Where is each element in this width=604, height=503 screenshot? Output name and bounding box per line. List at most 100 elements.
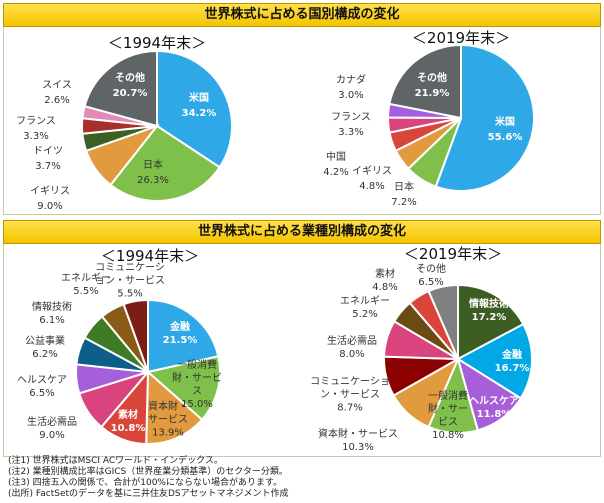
slice-label: 日本 7.2%	[384, 180, 424, 210]
slice-label: フランス 3.3%	[6, 114, 66, 144]
slice-label: 一般消費財・サービス 15.0%	[171, 359, 223, 411]
pie-slice	[388, 43, 462, 120]
slice-label: フランス 3.3%	[321, 110, 381, 140]
note-1: (注1) 世界株式はMSCI ACワールド・インデックス。	[8, 456, 223, 466]
slice-label-value: 13.9%	[152, 427, 184, 439]
slice-label-name: 生活必需品	[27, 417, 77, 428]
slice-label-name: コミュニケーション・サービス	[95, 262, 165, 287]
note-3: (注3) 四捨五入の関係で、合計が100%にならない場合があります。	[8, 478, 283, 488]
slice-label-value: 3.0%	[338, 90, 364, 101]
slice-label-value: 6.5%	[418, 277, 444, 288]
slice-label-value: 2.6%	[44, 95, 70, 106]
slice-label-value: 6.1%	[39, 315, 65, 326]
slice-label-value: 15.0%	[181, 399, 213, 410]
slice-label: ヘルスケア 11.8%	[464, 395, 524, 421]
slice-label-name: その他	[417, 73, 447, 84]
slice-label-name: イギリス	[30, 186, 70, 197]
slice-label: 素材 10.8%	[108, 409, 148, 435]
slice-label: 資本財・サービス 10.3%	[313, 428, 403, 454]
slice-label-name: イギリス	[352, 166, 392, 177]
slice-label-value: 21.9%	[414, 88, 450, 99]
pie-slice	[147, 298, 220, 374]
pie-slice	[109, 124, 222, 202]
slice-label: 一般消費財・サービス 10.8%	[426, 390, 470, 442]
slice-label-value: 7.2%	[391, 197, 417, 208]
footnotes: (注1) 世界株式はMSCI ACワールド・インデックス。 (注2) 業種別構成…	[8, 456, 288, 500]
slice-label-name: 日本	[394, 182, 414, 193]
slice-label: イギリス 4.8%	[347, 164, 397, 194]
slice-label: 日本 26.3%	[128, 158, 178, 188]
slice-label-value: 17.2%	[471, 312, 507, 323]
slice-label-name: ヘルスケア	[17, 375, 67, 386]
slice-label-name: その他	[115, 73, 145, 84]
slice-label: 中国 4.2%	[316, 150, 356, 180]
pie-slice	[145, 369, 204, 445]
pie-title-sector-2019: ＜2019年末＞	[403, 245, 503, 263]
slice-label-name: エネルギー	[340, 296, 390, 307]
pie-slice	[457, 283, 525, 361]
slice-label-value: 4.2%	[323, 167, 349, 178]
slice-label: 金融 16.7%	[487, 349, 537, 375]
slice-label-name: フランス	[331, 112, 371, 123]
slice-label-name: 金融	[170, 322, 190, 333]
slice-label-value: 6.2%	[32, 349, 58, 360]
slice-label: エネルギー 5.2%	[335, 295, 395, 321]
slice-label-name: 中国	[326, 152, 346, 163]
slice-label-value: 3.3%	[23, 131, 49, 142]
slice-label-name: 素材	[118, 410, 138, 421]
slice-label: ヘルスケア 6.5%	[7, 374, 77, 400]
slice-label-value: 9.0%	[37, 201, 63, 212]
slice-label: 米国 34.2%	[174, 91, 224, 121]
slice-label-name: ドイツ	[33, 146, 63, 157]
slice-label-name: ヘルスケア	[469, 396, 519, 407]
slice-label: その他 21.9%	[407, 71, 457, 101]
pie-slice	[83, 49, 158, 128]
slice-label: コミュニケーション・サービス 8.7%	[308, 376, 392, 415]
country-section-title: 世界株式に占める国別構成の変化	[3, 3, 601, 27]
slice-label-value: 10.3%	[342, 442, 374, 453]
slice-label-value: 3.3%	[338, 127, 364, 138]
slice-label: その他 20.7%	[105, 71, 155, 101]
slice-label: 公益事業 6.2%	[15, 335, 75, 361]
slice-label-name: 資本財・サービス	[148, 401, 188, 426]
slice-label: カナダ 3.0%	[326, 73, 376, 103]
slice-label-value: 34.2%	[181, 108, 217, 119]
slice-label-name: 公益事業	[25, 336, 65, 347]
slice-label: 生活必需品 9.0%	[17, 416, 87, 442]
slice-label-value: 4.8%	[372, 282, 398, 293]
note-2: (注2) 業種別構成比率はGICS（世界産業分類基準）のセクター分類。	[8, 467, 288, 477]
slice-label-value: 26.3%	[137, 175, 169, 186]
slice-label-name: 情報技術	[32, 302, 72, 313]
slice-label: エネルギー 5.5%	[56, 272, 116, 298]
slice-label-value: 55.6%	[487, 132, 523, 143]
pie-title-sector-1994: ＜1994年末＞	[100, 247, 200, 265]
slice-label: 素材 4.8%	[365, 268, 405, 294]
slice-label-name: 米国	[495, 117, 515, 128]
slice-label: 金融 21.5%	[155, 321, 205, 347]
slice-label-name: コミュニケーション・サービス	[310, 376, 390, 401]
slice-label: その他 6.5%	[411, 263, 451, 289]
slice-label-name: その他	[416, 264, 446, 275]
slice-label-value: 5.2%	[352, 309, 378, 320]
slice-label-value: 20.7%	[112, 88, 148, 99]
slice-label: 資本財・サービス 13.9%	[144, 401, 192, 440]
slice-label-name: フランス	[16, 116, 56, 127]
slice-label: イギリス 9.0%	[20, 184, 80, 214]
slice-label-value: 4.8%	[359, 181, 385, 192]
slice-label-value: 9.0%	[39, 430, 65, 441]
slice-label-value: 8.7%	[337, 402, 363, 414]
note-source: (出所) FactSetのデータを基に三井住友DSアセットマネジメント作成	[8, 489, 289, 499]
slice-label-name: 一般消費財・サービス	[428, 391, 468, 428]
slice-label: スイス 2.6%	[32, 78, 82, 108]
slice-label-value: 5.5%	[117, 288, 143, 300]
slice-label-value: 5.5%	[73, 286, 99, 297]
slice-label: コミュニケーション・サービス 5.5%	[94, 262, 166, 301]
slice-label-name: 素材	[375, 269, 395, 280]
pie-slice	[434, 43, 535, 192]
slice-label-name: 一般消費財・サービス	[172, 360, 222, 397]
slice-label-name: カナダ	[336, 75, 366, 86]
slice-label: ドイツ 3.7%	[23, 144, 73, 174]
slice-label: 生活必需品 8.0%	[317, 335, 387, 361]
